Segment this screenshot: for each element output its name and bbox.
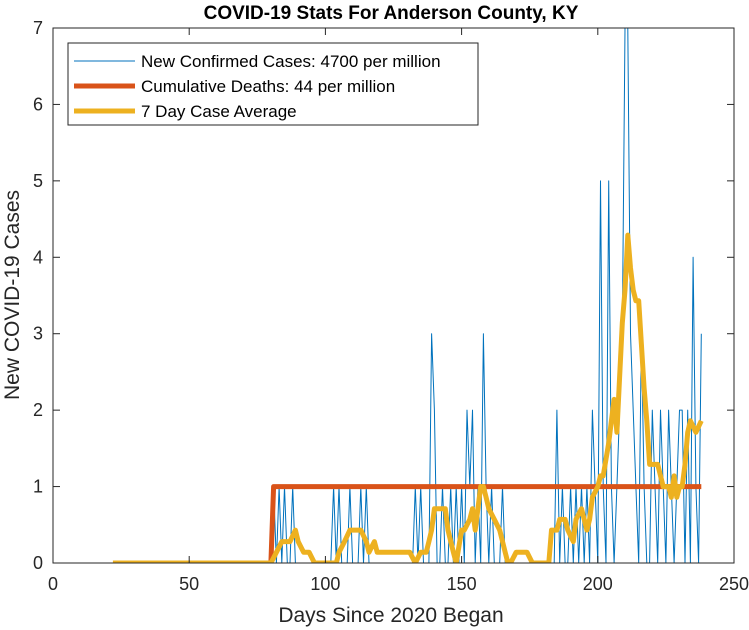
y-tick-label: 5 (33, 171, 43, 191)
x-tick-label: 250 (719, 574, 749, 594)
x-tick-label: 150 (447, 574, 477, 594)
legend-label-average: 7 Day Case Average (141, 102, 297, 121)
series-line-deaths (268, 484, 702, 563)
axes: 0 50 100 150 200 250 0 1 2 3 4 5 6 7 (33, 18, 749, 594)
chart-title: COVID-19 Stats For Anderson County, KY (204, 3, 579, 24)
x-tick-label: 0 (48, 574, 58, 594)
y-tick-label: 7 (33, 18, 43, 38)
y-tick-label: 1 (33, 477, 43, 497)
axes-box (52, 27, 735, 564)
series-line-average (112, 232, 704, 563)
x-tick-label: 100 (310, 574, 340, 594)
series-line-new-cases (112, 27, 702, 563)
y-tick-label: 3 (33, 324, 43, 344)
legend-label-deaths: Cumulative Deaths: 44 per million (141, 77, 395, 96)
y-tick-label: 6 (33, 94, 43, 114)
y-tick-label: 2 (33, 400, 43, 420)
series-layer (112, 27, 704, 563)
y-tick-label: 4 (33, 247, 43, 267)
x-axis-label: Days Since 2020 Began (278, 604, 503, 627)
x-tick-label: 200 (583, 574, 613, 594)
x-tick-label: 50 (179, 574, 199, 594)
y-tick-label: 0 (33, 553, 43, 573)
y-axis-label: New COVID-19 Cases (1, 190, 24, 400)
legend-label-new-cases: New Confirmed Cases: 4700 per million (141, 52, 441, 71)
legend: New Confirmed Cases: 4700 per million Cu… (67, 42, 479, 126)
legend-box (67, 42, 479, 126)
